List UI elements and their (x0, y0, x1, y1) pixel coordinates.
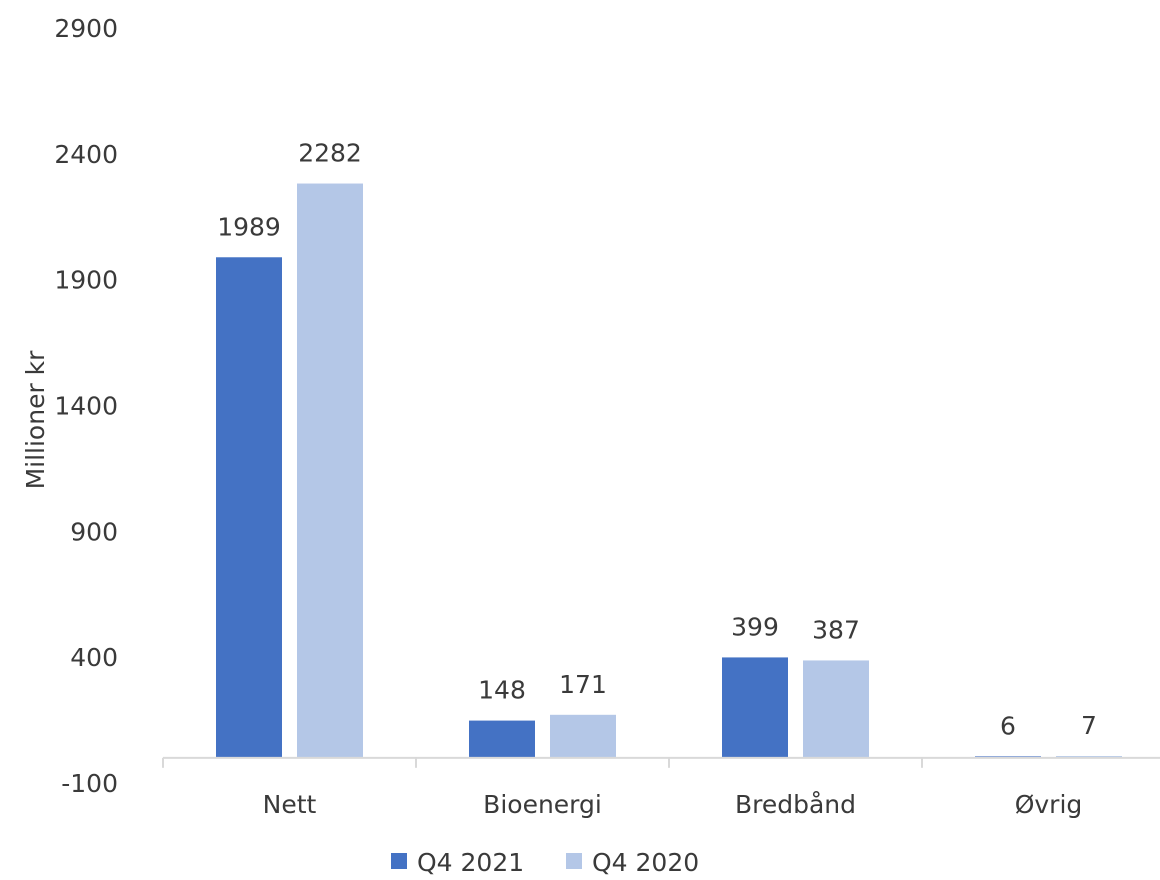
y-tick-label: 2400 (54, 140, 118, 169)
bar (803, 660, 869, 758)
legend-label: Q4 2021 (417, 848, 524, 877)
bar (469, 720, 535, 758)
legend-item: Q4 2021 (391, 848, 524, 877)
y-axis-label: Millioner kr (21, 350, 50, 490)
bar-data-label: 399 (731, 612, 779, 641)
bar-data-label: 2282 (298, 139, 362, 168)
legend-label: Q4 2020 (592, 848, 699, 877)
bar-data-label: 148 (478, 676, 526, 705)
y-tick-label: 900 (70, 517, 118, 546)
bars (216, 183, 1122, 758)
x-category-label: Øvrig (1015, 790, 1083, 819)
bar-data-label: 6 (1000, 711, 1016, 740)
x-category-label: Nett (263, 790, 317, 819)
legend: Q4 2021 Q4 2020 (391, 848, 699, 877)
legend-item: Q4 2020 (566, 848, 699, 877)
y-tick-label: 1400 (54, 392, 118, 421)
bar-data-label: 171 (559, 670, 607, 699)
y-tick-label: 1900 (54, 266, 118, 295)
y-tick-label: -100 (61, 769, 118, 798)
data-labels: 1989 2282 148 171 399 387 6 7 (217, 139, 1097, 741)
x-axis: Nett Bioenergi Bredbånd Øvrig (162, 756, 1160, 819)
bar (216, 257, 282, 758)
bar (297, 183, 363, 758)
y-tick-label: 2900 (54, 14, 118, 43)
y-tick-label: 400 (70, 643, 118, 672)
y-axis-ticks: -100 400 900 1400 1900 2400 2900 (54, 14, 118, 798)
bar-data-label: 387 (812, 615, 860, 644)
bar (722, 657, 788, 758)
legend-swatch (391, 853, 407, 869)
bar-data-label: 7 (1081, 711, 1097, 740)
x-category-label: Bredbånd (735, 790, 856, 819)
bar (550, 714, 616, 758)
legend-swatch (566, 853, 582, 869)
bar-data-label: 1989 (217, 212, 281, 241)
x-category-label: Bioenergi (483, 790, 602, 819)
